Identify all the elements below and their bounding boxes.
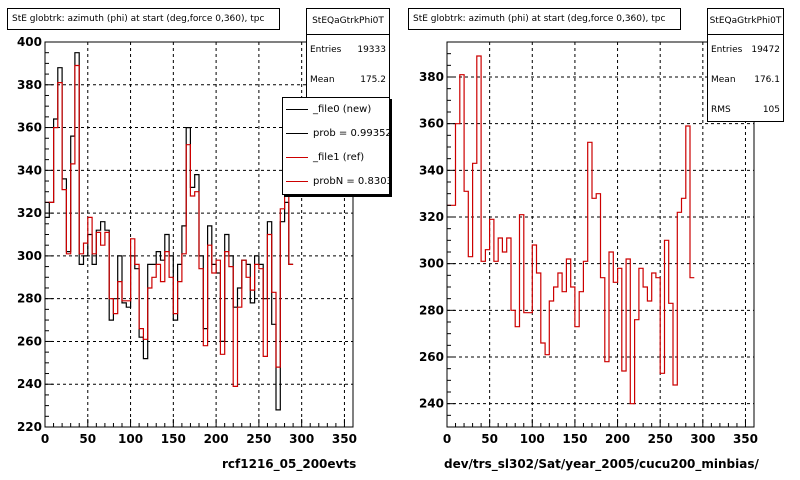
- legend-entry-probn: probN = 0.830324: [283, 172, 389, 192]
- right-stats-name: StEQaGtrkPhi0T: [709, 16, 782, 26]
- right-ytick-label-380: 380: [419, 70, 444, 84]
- left-ytick-label-260: 260: [17, 334, 42, 348]
- left-legend: _file0 (new) prob = 0.993529 _file1 (ref…: [282, 97, 390, 195]
- left-ytick-label-220: 220: [17, 420, 42, 434]
- left-stats-entries: Entries 19333: [310, 45, 386, 55]
- right-xtick-label-150: 150: [562, 432, 587, 446]
- left-ytick-label-400: 400: [17, 35, 42, 49]
- left-xtick-label-300: 300: [289, 432, 314, 446]
- left-x-axis-label: rcf1216_05_200evts: [222, 457, 357, 471]
- left-stats-mean: Mean 175.2: [310, 75, 386, 85]
- right-xtick-label-350: 350: [733, 432, 758, 446]
- legend-entry-file1: _file1 (ref): [283, 148, 389, 168]
- right-ytick-label-240: 240: [419, 397, 444, 411]
- right-ytick-label-320: 320: [419, 210, 444, 224]
- left-stats-name: StEQaGtrkPhi0T: [312, 16, 384, 26]
- right-stats-box: StEQaGtrkPhi0T Entries 19472 Mean 176.1 RM…: [707, 8, 784, 122]
- right-xtick-label-50: 50: [481, 432, 498, 446]
- right-xtick-label-300: 300: [690, 432, 715, 446]
- left-ytick-label-380: 380: [17, 78, 42, 92]
- left-series-1: [45, 64, 294, 387]
- left-xtick-label-0: 0: [41, 432, 49, 446]
- right-stats-mean: Mean 176.1: [711, 75, 780, 85]
- right-title: StE globtrk: azimuth (phi) at start (deg…: [413, 14, 666, 24]
- left-xtick-label-50: 50: [79, 432, 96, 446]
- left-xtick-label-250: 250: [246, 432, 271, 446]
- right-ytick-label-360: 360: [419, 117, 444, 131]
- legend-entry-prob: prob = 0.993529: [283, 124, 389, 144]
- right-title-box: StE globtrk: azimuth (phi) at start (deg…: [408, 8, 681, 30]
- left-ytick-label-340: 340: [17, 163, 42, 177]
- left-xtick-label-100: 100: [118, 432, 143, 446]
- left-xtick-label-350: 350: [332, 432, 357, 446]
- right-x-axis-label: dev/trs_sl302/Sat/year_2005/cucu200_minb…: [444, 457, 759, 471]
- right-xtick-label-250: 250: [648, 432, 673, 446]
- left-ytick-label-320: 320: [17, 206, 42, 220]
- left-xtick-label-200: 200: [204, 432, 229, 446]
- right-ytick-label-340: 340: [419, 163, 444, 177]
- right-stats-rms: RMS 105: [711, 105, 780, 115]
- right-ytick-label-260: 260: [419, 350, 444, 364]
- left-ytick-label-300: 300: [17, 249, 42, 263]
- left-xtick-label-150: 150: [161, 432, 186, 446]
- right-series-0: [447, 55, 695, 405]
- right-xtick-label-0: 0: [443, 432, 451, 446]
- left-ytick-label-280: 280: [17, 292, 42, 306]
- left-ytick-label-240: 240: [17, 377, 42, 391]
- left-title-box: StE globtrk: azimuth (phi) at start (deg…: [7, 8, 280, 30]
- right-stats-entries: Entries 19472: [711, 45, 780, 55]
- right-xtick-label-200: 200: [605, 432, 630, 446]
- right-ytick-label-280: 280: [419, 303, 444, 317]
- left-title: StE globtrk: azimuth (phi) at start (deg…: [12, 14, 265, 24]
- legend-entry-file0: _file0 (new): [283, 100, 389, 120]
- left-stats-box: StEQaGtrkPhi0T Entries 19333 Mean 175.2: [306, 8, 390, 103]
- right-ytick-label-300: 300: [419, 257, 444, 271]
- left-ytick-label-360: 360: [17, 121, 42, 135]
- right-xtick-label-100: 100: [520, 432, 545, 446]
